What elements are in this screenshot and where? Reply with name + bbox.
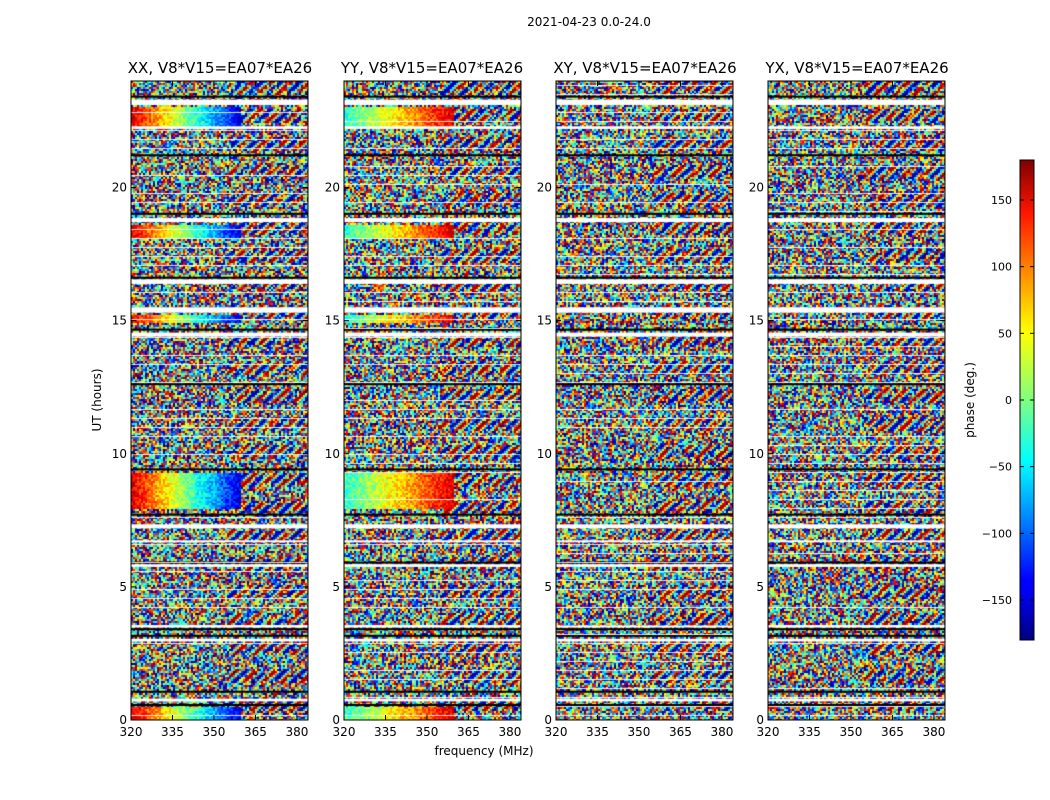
colorbar-tick-label: 150 bbox=[991, 194, 1012, 207]
y-tick-label: 20 bbox=[749, 181, 764, 195]
x-tick-label: 365 bbox=[244, 725, 267, 739]
x-tick-label: 380 bbox=[710, 725, 733, 739]
panel-title-yy: YY, V8*V15=EA07*EA26 bbox=[340, 59, 523, 77]
x-tick-label: 350 bbox=[203, 725, 226, 739]
y-tick-label: 0 bbox=[544, 713, 552, 727]
x-tick-label: 335 bbox=[798, 725, 821, 739]
phase-heatmap-image bbox=[768, 81, 945, 720]
heatmap-panel-3: 320 335 350 365 380 0 5 10 15 20 bbox=[749, 80, 946, 739]
panel-frame bbox=[555, 80, 734, 721]
phase-heatmap-image bbox=[556, 81, 733, 720]
colorbar-tick-label: −50 bbox=[989, 461, 1012, 474]
colorbar: 150 100 50 0 −50 −100 −150 phase (deg.) bbox=[963, 159, 1035, 641]
panel-frame bbox=[130, 80, 309, 721]
y-tick-label: 10 bbox=[112, 447, 127, 461]
x-tick-label: 335 bbox=[161, 725, 184, 739]
x-tick-label: 380 bbox=[285, 725, 308, 739]
x-axis-label: frequency (MHz) bbox=[434, 744, 533, 758]
y-tick-label: 5 bbox=[756, 580, 764, 594]
y-tick-label: 10 bbox=[749, 447, 764, 461]
x-tick-label: 365 bbox=[881, 725, 904, 739]
y-tick-label: 15 bbox=[749, 314, 764, 328]
colorbar-ticks: 150 100 50 0 −50 −100 −150 bbox=[982, 194, 1034, 607]
phase-heatmap-image bbox=[344, 81, 521, 720]
y-tick-label: 10 bbox=[325, 447, 340, 461]
y-tick-label: 20 bbox=[112, 181, 127, 195]
y-tick-label: 15 bbox=[325, 314, 340, 328]
colorbar-label: phase (deg.) bbox=[963, 362, 977, 438]
panel-title-xy: XY, V8*V15=EA07*EA26 bbox=[553, 59, 736, 77]
heatmap-panel-1: 320 335 350 365 380 0 5 10 15 20 bbox=[325, 80, 522, 739]
y-tick-label: 10 bbox=[537, 447, 552, 461]
y-tick-label: 0 bbox=[756, 713, 764, 727]
x-tick-label: 320 bbox=[545, 725, 568, 739]
x-tick-label: 335 bbox=[586, 725, 609, 739]
panel-title-yx: YX, V8*V15=EA07*EA26 bbox=[764, 59, 948, 77]
y-tick-label: 5 bbox=[332, 580, 340, 594]
x-tick-label: 380 bbox=[498, 725, 521, 739]
x-tick-label: 320 bbox=[120, 725, 143, 739]
panel-frame bbox=[343, 80, 522, 721]
heatmap-panel-2: 320 335 350 365 380 0 5 10 15 20 bbox=[537, 80, 734, 739]
y-tick-label: 5 bbox=[119, 580, 127, 594]
x-tick-label: 350 bbox=[840, 725, 863, 739]
y-tick-label: 0 bbox=[332, 713, 340, 727]
heatmap-panels: 320 335 350 365 380 0 5 10 15 20 320 335 350 365 380 0 5… bbox=[112, 80, 946, 739]
heatmap-panel-0: 320 335 350 365 380 0 5 10 15 20 bbox=[112, 80, 309, 739]
y-tick-label: 20 bbox=[537, 181, 552, 195]
figure-suptitle: 2021-04-23 0.0-24.0 bbox=[527, 15, 651, 29]
colorbar-tick-label: 50 bbox=[998, 327, 1012, 340]
panel-frame bbox=[767, 80, 946, 721]
y-axis-label: UT (hours) bbox=[90, 368, 104, 431]
phase-heatmap-image bbox=[131, 81, 308, 720]
x-tick-label: 380 bbox=[922, 725, 945, 739]
colorbar-tick-label: 0 bbox=[1005, 394, 1012, 407]
y-tick-label: 15 bbox=[112, 314, 127, 328]
y-tick-label: 0 bbox=[119, 713, 127, 727]
x-tick-label: 365 bbox=[669, 725, 692, 739]
y-tick-label: 5 bbox=[544, 580, 552, 594]
y-tick-label: 15 bbox=[537, 314, 552, 328]
x-tick-label: 365 bbox=[457, 725, 480, 739]
x-tick-label: 350 bbox=[416, 725, 439, 739]
x-tick-label: 320 bbox=[333, 725, 356, 739]
y-tick-label: 20 bbox=[325, 181, 340, 195]
x-tick-label: 350 bbox=[628, 725, 651, 739]
colorbar-tick-label: 100 bbox=[991, 261, 1012, 274]
x-tick-label: 335 bbox=[374, 725, 397, 739]
colorbar-tick-label: −150 bbox=[982, 594, 1012, 607]
x-tick-label: 320 bbox=[757, 725, 780, 739]
colorbar-tick-label: −100 bbox=[982, 527, 1012, 540]
panel-title-xx: XX, V8*V15=EA07*EA26 bbox=[128, 59, 312, 77]
